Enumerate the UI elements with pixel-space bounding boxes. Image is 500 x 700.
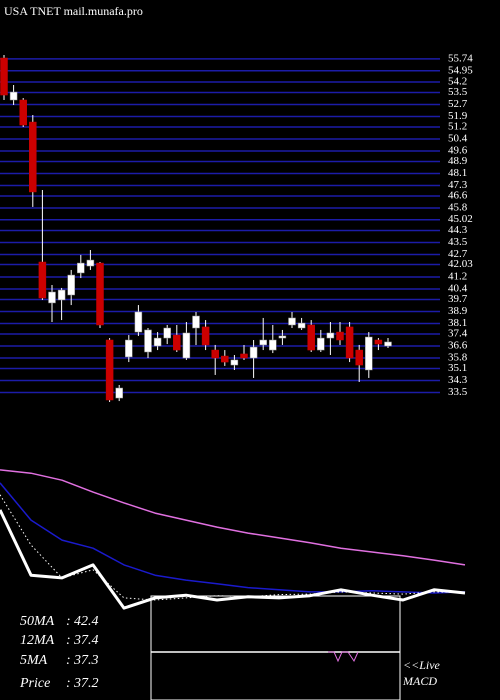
candle-body [134, 311, 143, 333]
candle-body [144, 329, 152, 353]
candle-body [345, 326, 354, 359]
y-tick-label: 51.2 [448, 121, 467, 133]
y-tick-label: 49.6 [448, 145, 468, 157]
y-tick-label: 45.02 [448, 213, 473, 225]
macd-label: <<Live [403, 658, 441, 672]
y-tick-label: 40.4 [448, 283, 468, 295]
candle-body [86, 259, 95, 267]
y-tick-label: 54.95 [448, 64, 473, 76]
ma-line [0, 509, 466, 610]
y-tick-label: 53.5 [448, 86, 468, 98]
candle-body [67, 274, 75, 296]
legend-separator: : [66, 676, 71, 691]
macd-panel [150, 595, 401, 700]
y-tick-label: 52.7 [448, 98, 468, 110]
legend-name: 50MA [20, 614, 55, 629]
candle-body [77, 262, 85, 274]
chart-title: USA TNET mail.munafa.pro [4, 4, 143, 18]
legend-value: 37.3 [73, 653, 99, 668]
legend-name: Price [19, 676, 50, 691]
y-tick-label: 35.8 [448, 352, 468, 364]
ma-line [0, 494, 466, 601]
ma-line [0, 469, 466, 566]
price-panel: 55.7454.9554.253.552.751.951.250.449.648… [0, 52, 473, 402]
y-tick-label: 38.9 [448, 305, 468, 317]
y-tick-label: 45.8 [448, 202, 468, 214]
candle-body [182, 332, 191, 359]
candle-body [288, 317, 296, 326]
y-tick-label: 41.2 [448, 271, 467, 283]
candle-body [269, 339, 277, 351]
y-tick-label: 48.1 [448, 167, 467, 179]
macd-line [328, 651, 359, 663]
y-tick-label: 46.6 [448, 190, 468, 202]
candle-body [249, 346, 258, 359]
candle-body [374, 339, 383, 345]
ma-line [0, 482, 466, 594]
candle-body [201, 326, 210, 346]
candle-body [317, 337, 325, 351]
ma-panel [0, 469, 466, 610]
legend-value: 37.4 [73, 633, 99, 648]
candle-body [221, 355, 229, 363]
candle-body [307, 324, 315, 351]
candle-body [57, 289, 66, 301]
y-tick-label: 47.3 [448, 179, 468, 191]
legend-separator: : [66, 653, 71, 668]
candle-body [173, 334, 181, 351]
candle-body [125, 339, 133, 358]
y-tick-label: 39.7 [448, 293, 468, 305]
candle-body [19, 99, 27, 126]
y-tick-label: 34.3 [448, 374, 468, 386]
candle-body [365, 336, 373, 371]
legend-value: 37.2 [73, 676, 99, 691]
candle-body [29, 121, 37, 193]
candle-body [9, 91, 18, 101]
candle-body [48, 291, 56, 304]
candle-body [336, 331, 344, 341]
y-tick-label: 54.2 [448, 76, 467, 88]
y-tick-label: 43.5 [448, 236, 468, 248]
legend-name: 5MA [20, 653, 48, 668]
y-tick-label: 42.7 [448, 248, 468, 260]
macd-box [150, 595, 401, 700]
candle-body [211, 349, 219, 359]
candle-body [355, 349, 363, 366]
candle-body [230, 359, 239, 366]
candle-body [0, 57, 8, 96]
y-tick-label: 37.4 [448, 328, 468, 340]
y-tick-label: 42.03 [448, 258, 473, 270]
candle-body [38, 261, 47, 299]
candle-body [163, 327, 171, 339]
legend-separator: : [66, 614, 71, 629]
y-tick-label: 51.9 [448, 110, 468, 122]
candle-body [115, 387, 123, 399]
candle-body [259, 339, 267, 346]
legend-separator: : [66, 633, 71, 648]
macd-label: MACD [402, 674, 437, 688]
candle-body [105, 339, 114, 401]
candle-body [326, 332, 335, 339]
y-tick-label: 48.9 [448, 155, 468, 167]
candle-body [96, 262, 104, 326]
y-tick-label: 55.74 [448, 52, 473, 64]
candle-body [297, 322, 306, 329]
y-tick-label: 35.1 [448, 362, 467, 374]
candle-body [240, 353, 248, 359]
y-tick-label: 33.5 [448, 386, 468, 398]
candle-body [278, 335, 287, 339]
y-tick-label: 36.6 [448, 340, 468, 352]
legend-value: 42.4 [74, 614, 99, 629]
y-tick-label: 44.3 [448, 224, 468, 236]
candle-body [153, 337, 162, 347]
y-tick-label: 50.4 [448, 133, 468, 145]
candle-body [192, 315, 200, 329]
y-tick-label: 38.1 [448, 317, 467, 329]
legend-name: 12MA [20, 633, 55, 648]
candle-body [384, 341, 392, 347]
